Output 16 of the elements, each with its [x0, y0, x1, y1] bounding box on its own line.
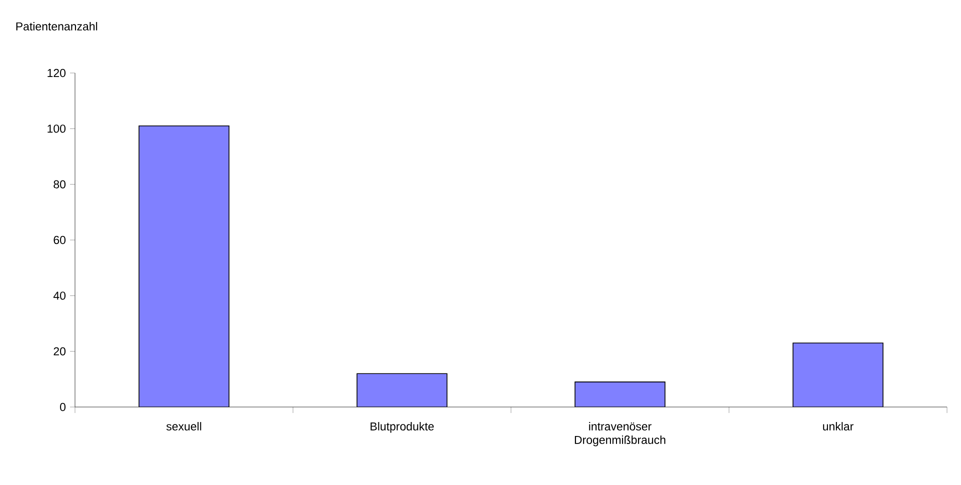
y-tick-label: 80 — [54, 180, 66, 188]
bar — [138, 125, 230, 407]
x-tick-label: intravenöser Drogenmißbrauch — [574, 422, 666, 446]
y-tick-label: 20 — [54, 347, 66, 356]
y-tick-label: 60 — [54, 236, 66, 244]
y-tick-label: 0 — [60, 402, 66, 412]
y-tick-label: 100 — [48, 124, 66, 133]
y-axis-title: Patientenanzahl — [16, 22, 98, 30]
x-tick-label: unklar — [823, 422, 854, 430]
y-tick-label: 40 — [53, 292, 66, 300]
bar — [356, 373, 448, 407]
x-tick-label: sexuell — [166, 422, 202, 430]
x-tick-label: Blutprodukte — [370, 422, 434, 433]
y-tick-label: 120 — [48, 68, 66, 78]
bar — [792, 342, 884, 407]
bar — [574, 382, 666, 407]
